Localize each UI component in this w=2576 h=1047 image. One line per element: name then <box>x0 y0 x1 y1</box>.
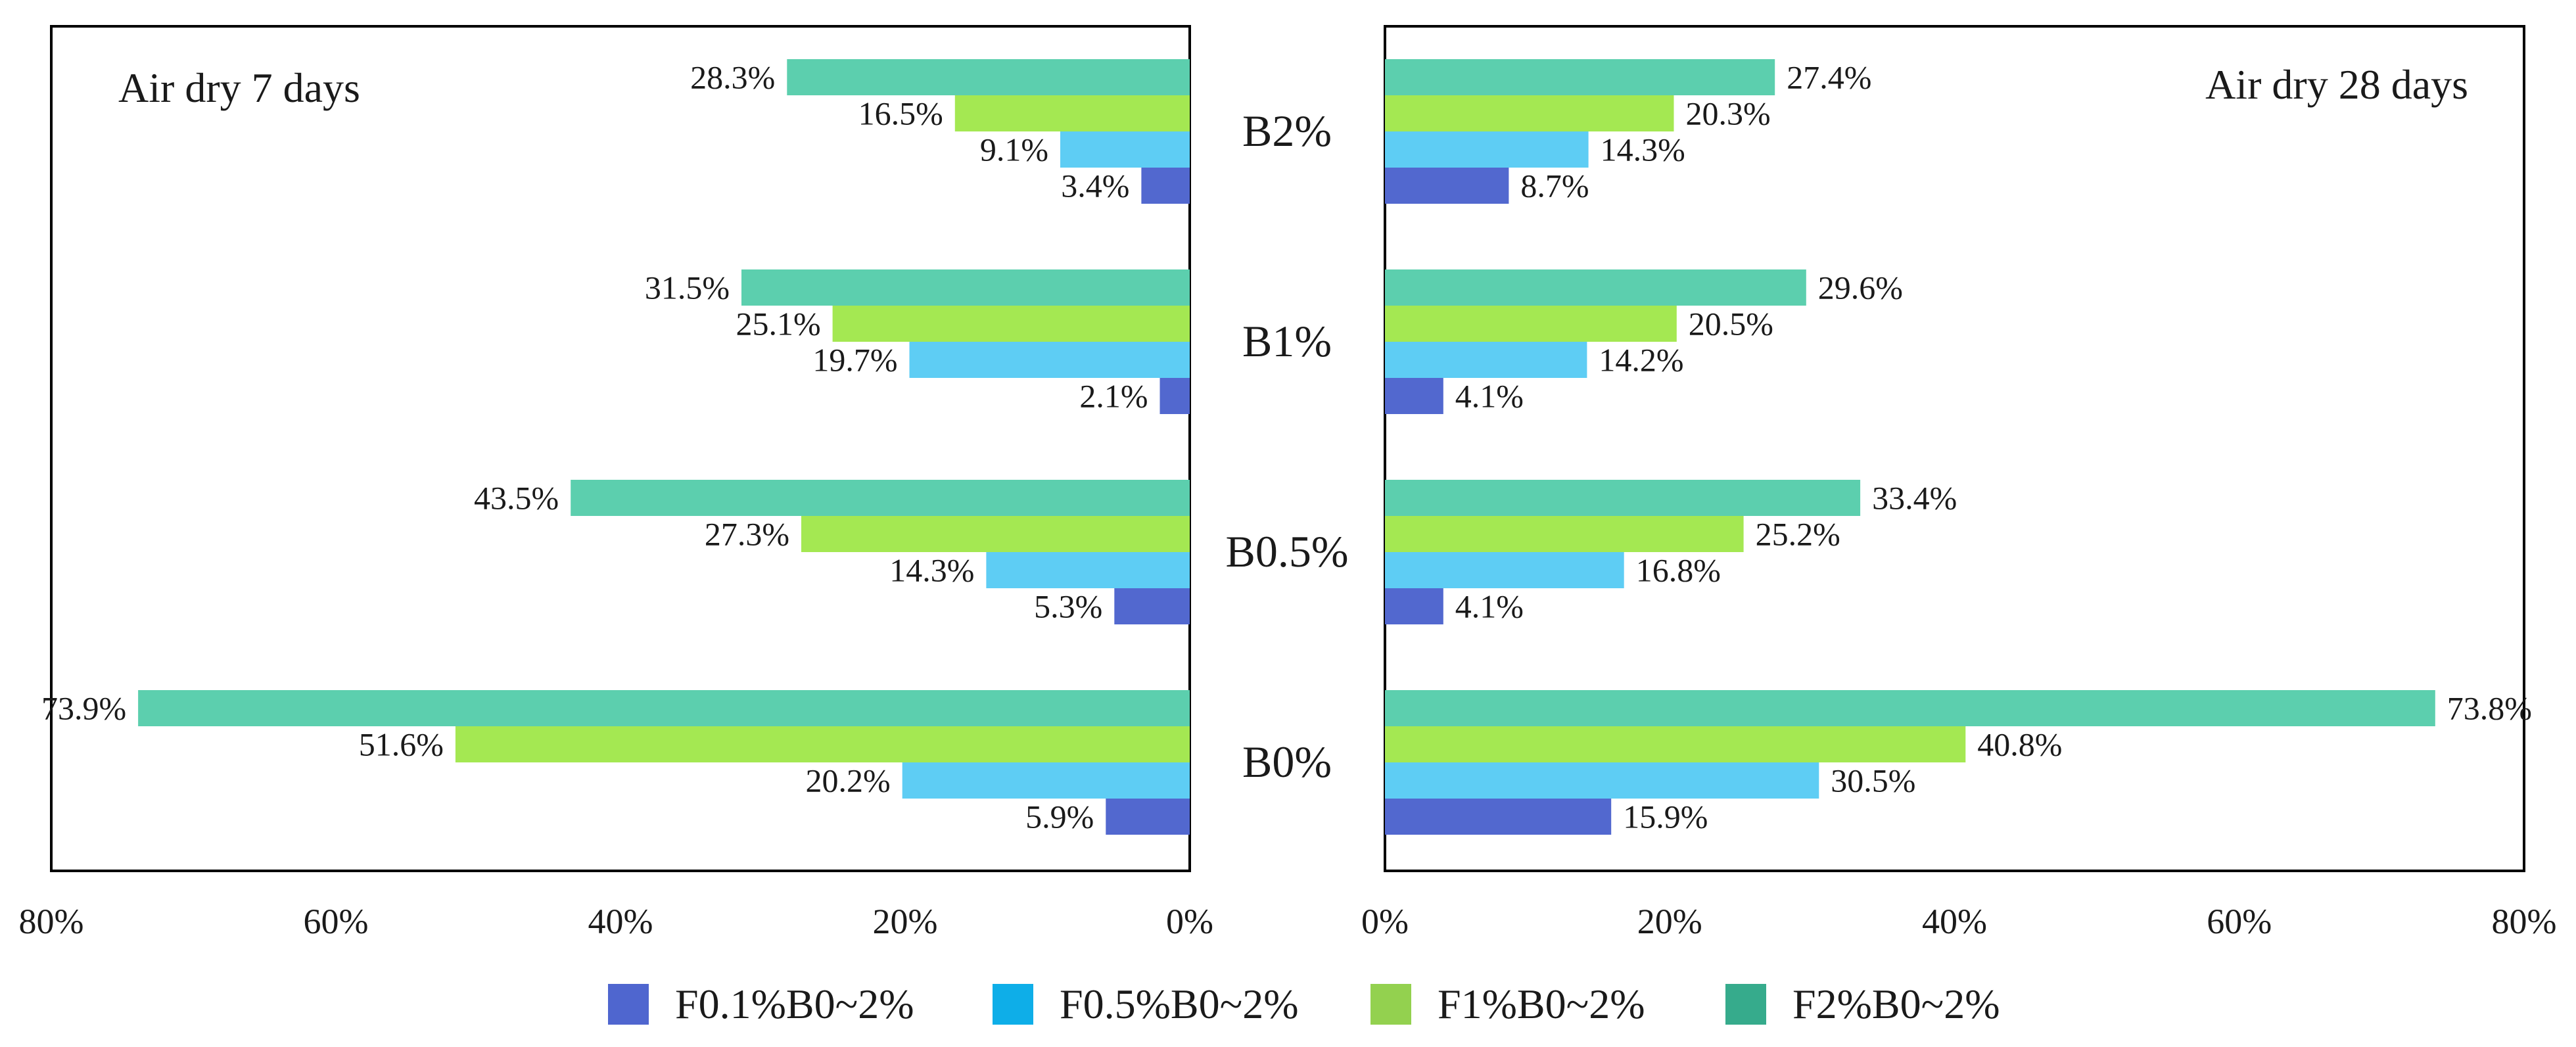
value-label-left-s1-c3: 51.6% <box>359 726 444 763</box>
category-label-2: B0.5% <box>1226 526 1349 576</box>
x-tick-left-1: 60% <box>304 902 369 941</box>
x-tick-right-1: 20% <box>1637 902 1702 941</box>
bars-group <box>138 59 2435 835</box>
bar-right-s3-c3 <box>1385 799 1612 835</box>
x-tick-left-3: 20% <box>873 902 938 941</box>
bar-right-s2-c1 <box>1385 342 1587 378</box>
legend-label-3: F2%B0~2% <box>1792 981 2000 1027</box>
bar-left-s2-c3 <box>902 762 1190 799</box>
x-tick-right-2: 40% <box>1922 902 1987 941</box>
value-label-left-s0-c0: 28.3% <box>690 59 775 96</box>
value-label-left-s2-c0: 9.1% <box>980 131 1048 168</box>
legend-label-2: F1%B0~2% <box>1438 981 1645 1027</box>
value-label-right-s2-c1: 14.2% <box>1599 342 1683 379</box>
bar-left-s2-c0 <box>1060 131 1190 168</box>
value-label-left-s0-c1: 31.5% <box>645 269 730 306</box>
bar-right-s0-c2 <box>1385 480 1861 516</box>
value-label-left-s3-c3: 5.9% <box>1025 799 1094 835</box>
value-label-left-s1-c2: 27.3% <box>705 516 789 553</box>
bar-right-s3-c1 <box>1385 378 1443 414</box>
bar-right-s3-c2 <box>1385 588 1443 624</box>
bar-left-s1-c1 <box>832 306 1190 342</box>
bar-right-s1-c1 <box>1385 306 1677 342</box>
category-label-0: B2% <box>1242 106 1332 156</box>
value-label-right-s3-c3: 15.9% <box>1623 799 1708 835</box>
bar-left-s3-c2 <box>1114 588 1190 624</box>
x-tick-left-4: 0% <box>1166 902 1213 941</box>
right-panel-title: Air dry 28 days <box>2205 61 2468 108</box>
left-panel-title: Air dry 7 days <box>118 64 360 111</box>
bar-right-s3-c0 <box>1385 168 1509 204</box>
value-label-left-s2-c1: 19.7% <box>812 342 897 379</box>
bar-right-s0-c0 <box>1385 59 1775 95</box>
value-label-left-s3-c0: 3.4% <box>1061 168 1129 204</box>
bar-left-s1-c2 <box>801 516 1190 552</box>
bar-left-s1-c0 <box>954 95 1190 131</box>
x-tick-right-0: 0% <box>1361 902 1409 941</box>
value-label-right-s2-c0: 14.3% <box>1601 131 1685 168</box>
legend-swatch-0 <box>608 984 649 1025</box>
value-label-left-s3-c2: 5.3% <box>1034 588 1102 625</box>
category-label-3: B0% <box>1242 737 1332 787</box>
value-label-right-s3-c2: 4.1% <box>1455 588 1524 625</box>
category-label-1: B1% <box>1242 316 1332 366</box>
legend-label-0: F0.1%B0~2% <box>675 981 914 1027</box>
bar-left-s1-c3 <box>455 726 1190 762</box>
left-plot-frame <box>50 25 1191 872</box>
bar-right-s2-c2 <box>1385 552 1624 588</box>
value-label-right-s2-c3: 30.5% <box>1831 762 1915 799</box>
bar-right-s2-c3 <box>1385 762 1819 799</box>
value-label-right-s2-c2: 16.8% <box>1636 552 1721 589</box>
bar-right-s0-c3 <box>1385 690 2435 726</box>
value-label-right-s1-c3: 40.8% <box>1977 726 2062 763</box>
x-tick-labels-group: 80% 60% 40% 20% 0% 0% 20% 40% 60% 80% <box>19 902 2557 941</box>
value-label-left-s2-c2: 14.3% <box>889 552 974 589</box>
value-label-right-s0-c0: 27.4% <box>1787 59 1871 96</box>
legend-label-1: F0.5%B0~2% <box>1060 981 1299 1027</box>
legend: F0.1%B0~2% F0.5%B0~2% F1%B0~2% F2%B0~2% <box>608 981 2000 1027</box>
bar-left-s3-c1 <box>1159 378 1190 414</box>
value-label-right-s0-c2: 33.4% <box>1872 480 1957 517</box>
bar-left-s2-c1 <box>909 342 1190 378</box>
x-tick-left-0: 80% <box>19 902 84 941</box>
legend-swatch-3 <box>1725 984 1766 1025</box>
bar-left-s0-c2 <box>571 480 1190 516</box>
value-label-left-s0-c2: 43.5% <box>474 480 559 517</box>
value-label-right-s1-c0: 20.3% <box>1686 95 1771 132</box>
bar-right-s1-c3 <box>1385 726 1966 762</box>
bar-left-s0-c1 <box>741 269 1190 306</box>
bar-left-s2-c2 <box>986 552 1190 588</box>
value-label-left-s0-c3: 73.9% <box>41 690 126 727</box>
bar-left-s0-c3 <box>138 690 1190 726</box>
value-label-left-s2-c3: 20.2% <box>806 762 891 799</box>
bar-right-s1-c2 <box>1385 516 1744 552</box>
category-labels-group: B2% B1% B0.5% B0% <box>1226 106 1349 787</box>
x-tick-right-4: 80% <box>2492 902 2557 941</box>
value-label-right-s1-c1: 20.5% <box>1689 306 1773 342</box>
bar-left-s0-c0 <box>787 59 1190 95</box>
value-label-left-s1-c0: 16.5% <box>858 95 943 132</box>
value-label-right-s3-c0: 8.7% <box>1520 168 1589 204</box>
value-labels-group: 28.3% 31.5% 43.5% 73.9% 16.5% 25.1% 27.3% 51.6%… <box>41 59 2532 835</box>
x-tick-left-2: 40% <box>588 902 653 941</box>
bar-right-s1-c0 <box>1385 95 1674 131</box>
bar-left-s3-c0 <box>1141 168 1190 204</box>
value-label-right-s1-c2: 25.2% <box>1756 516 1840 553</box>
right-plot-frame <box>1384 25 2525 872</box>
bar-left-s3-c3 <box>1106 799 1190 835</box>
bar-right-s0-c1 <box>1385 269 1806 306</box>
legend-swatch-2 <box>1370 984 1411 1025</box>
bar-right-s2-c0 <box>1385 131 1589 168</box>
value-label-left-s1-c1: 25.1% <box>736 306 820 342</box>
value-label-left-s3-c1: 2.1% <box>1079 378 1148 415</box>
value-label-right-s3-c1: 4.1% <box>1455 378 1524 415</box>
value-label-right-s0-c1: 29.6% <box>1818 269 1903 306</box>
value-label-right-s0-c3: 73.8% <box>2447 690 2532 727</box>
legend-swatch-1 <box>993 984 1033 1025</box>
x-tick-right-3: 60% <box>2207 902 2272 941</box>
